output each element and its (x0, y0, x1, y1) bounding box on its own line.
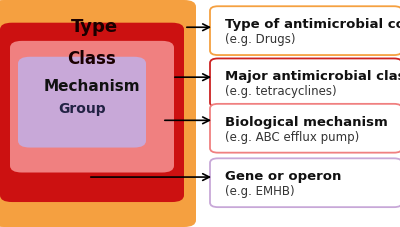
FancyBboxPatch shape (210, 58, 400, 107)
Text: Mechanism: Mechanism (44, 79, 140, 94)
Text: Gene or operon: Gene or operon (225, 170, 342, 183)
FancyBboxPatch shape (210, 6, 400, 55)
FancyBboxPatch shape (0, 0, 196, 227)
Text: Type of antimicrobial compound: Type of antimicrobial compound (225, 18, 400, 31)
Text: Major antimicrobial class: Major antimicrobial class (225, 70, 400, 83)
Text: Class: Class (68, 50, 116, 68)
FancyBboxPatch shape (210, 158, 400, 207)
Text: (e.g. EMHB): (e.g. EMHB) (225, 185, 295, 198)
FancyBboxPatch shape (18, 57, 146, 148)
FancyBboxPatch shape (210, 104, 400, 153)
Text: (e.g. ABC efflux pump): (e.g. ABC efflux pump) (225, 131, 360, 144)
Text: Biological mechanism: Biological mechanism (225, 116, 388, 129)
Text: (e.g. tetracyclines): (e.g. tetracyclines) (225, 86, 337, 99)
Text: Type: Type (70, 18, 118, 36)
FancyBboxPatch shape (10, 41, 174, 173)
Text: Group: Group (58, 102, 106, 116)
Text: (e.g. Drugs): (e.g. Drugs) (225, 33, 296, 46)
FancyBboxPatch shape (0, 23, 184, 202)
